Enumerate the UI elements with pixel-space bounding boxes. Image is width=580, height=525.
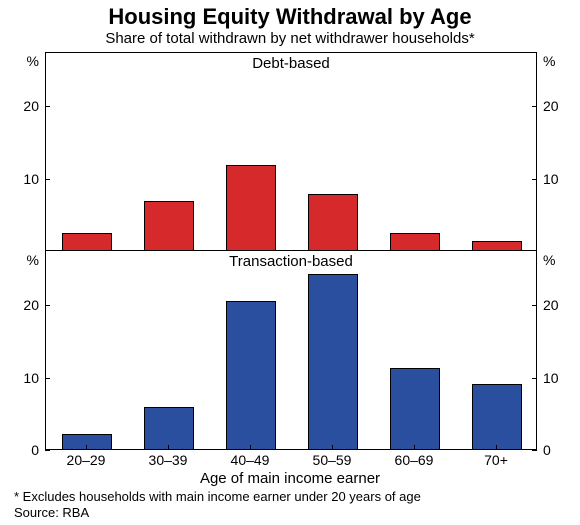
panel-trans: Transaction-based [46, 251, 536, 449]
tick-mark [45, 106, 50, 107]
bar [308, 194, 359, 250]
panel-debt-bars [46, 53, 536, 250]
y-tick-label: 10 [543, 371, 559, 385]
chart-title: Housing Equity Withdrawal by Age [0, 4, 580, 30]
tick-mark [532, 450, 537, 451]
y-unit: % [0, 54, 39, 68]
tick-mark [332, 445, 333, 450]
x-tick-label: 20–29 [67, 452, 106, 468]
tick-mark [250, 445, 251, 450]
panel-debt: Debt-based [46, 53, 536, 251]
bar [472, 241, 523, 250]
y-tick-label: 20 [0, 99, 39, 113]
panel-trans-label: Transaction-based [46, 253, 536, 270]
tick-mark [532, 179, 537, 180]
bar [308, 274, 359, 449]
chart-container: Housing Equity Withdrawal by Age Share o… [0, 0, 580, 525]
y-tick-label: 10 [543, 172, 559, 186]
y-tick-label: 10 [0, 371, 39, 385]
bar [144, 201, 195, 250]
y-unit: % [543, 253, 555, 267]
plot-area: Debt-based Transaction-based [45, 52, 537, 450]
tick-mark [45, 378, 50, 379]
y-tick-label: 0 [0, 443, 39, 457]
y-unit: % [543, 54, 555, 68]
bar [390, 368, 441, 449]
chart-subtitle: Share of total withdrawn by net withdraw… [0, 30, 580, 47]
bar [144, 407, 195, 449]
tick-mark [414, 445, 415, 450]
y-tick-label: 20 [543, 298, 559, 312]
bar [226, 165, 277, 250]
source-line: Source: RBA [14, 506, 89, 521]
y-unit: % [0, 253, 39, 267]
bar [472, 384, 523, 449]
x-tick-label: 30–39 [149, 452, 188, 468]
y-tick-label: 10 [0, 172, 39, 186]
y-tick-label: 20 [543, 99, 559, 113]
tick-mark [532, 106, 537, 107]
tick-mark [168, 445, 169, 450]
tick-mark [45, 179, 50, 180]
x-labels: 20–29 30–39 40–49 50–59 60–69 70+ [45, 452, 537, 470]
tick-mark [532, 305, 537, 306]
bar [226, 301, 277, 449]
x-tick-label: 50–59 [313, 452, 352, 468]
tick-mark [86, 445, 87, 450]
bar [390, 233, 441, 250]
y-tick-label: 0 [543, 443, 551, 457]
y-tick-label: 20 [0, 298, 39, 312]
x-tick-label: 70+ [484, 452, 508, 468]
panel-trans-bars [46, 251, 536, 449]
x-axis-title: Age of main income earner [0, 470, 580, 487]
footnote: * Excludes households with main income e… [14, 490, 421, 505]
tick-mark [45, 305, 50, 306]
tick-mark [45, 450, 50, 451]
x-tick-label: 40–49 [231, 452, 270, 468]
x-tick-label: 60–69 [395, 452, 434, 468]
tick-mark [496, 445, 497, 450]
bar [62, 233, 113, 250]
tick-mark [532, 378, 537, 379]
panel-debt-label: Debt-based [46, 55, 536, 72]
